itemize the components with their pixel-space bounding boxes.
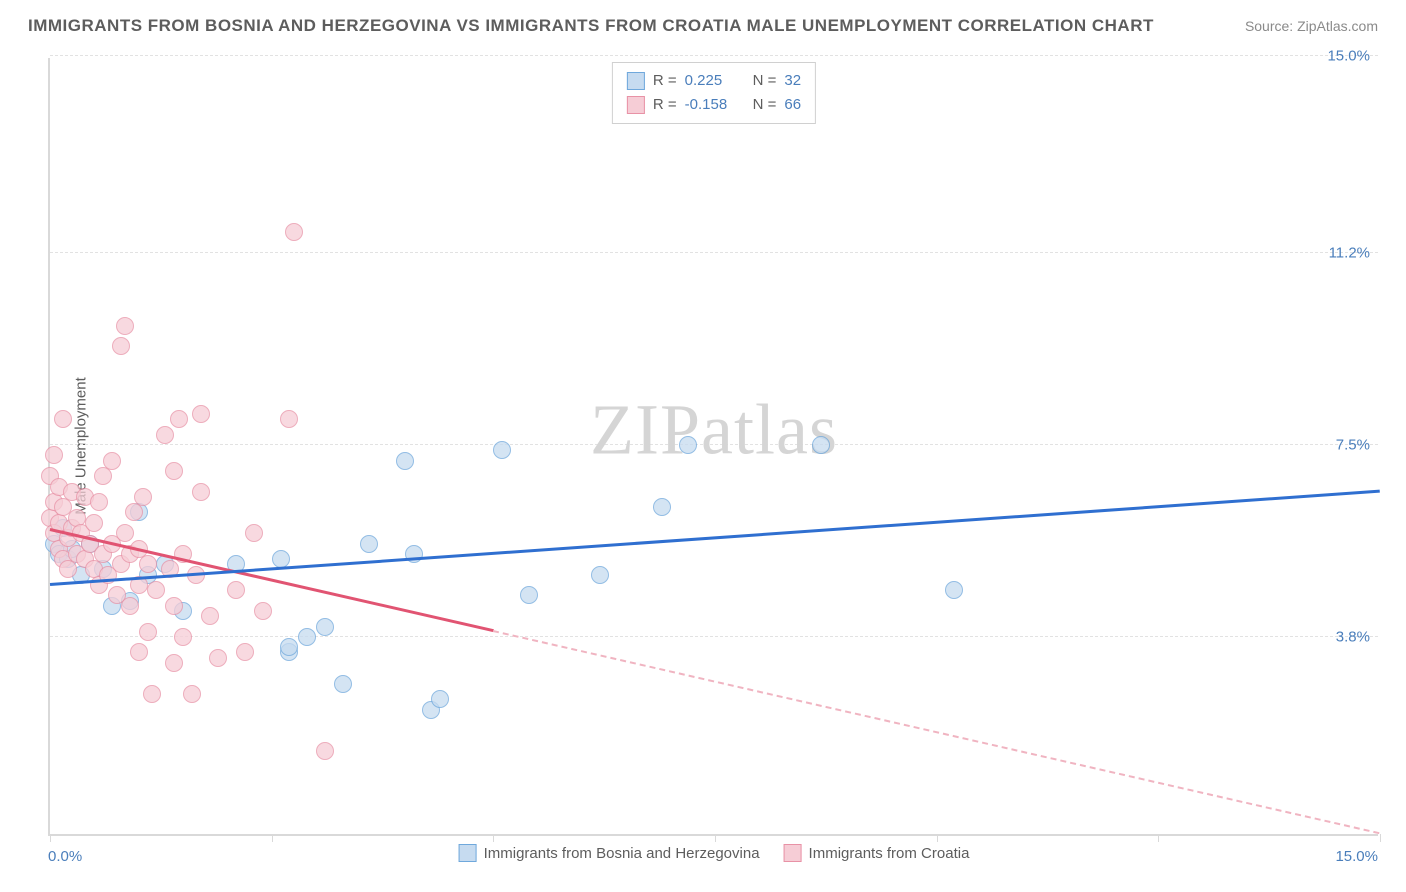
data-point-croatia [130, 643, 148, 661]
data-point-croatia [143, 685, 161, 703]
data-point-bosnia [653, 498, 671, 516]
data-point-bosnia [493, 441, 511, 459]
data-point-bosnia [280, 638, 298, 656]
data-point-bosnia [591, 566, 609, 584]
data-point-croatia [156, 426, 174, 444]
data-point-croatia [147, 581, 165, 599]
data-point-croatia [254, 602, 272, 620]
r-value: -0.158 [685, 93, 745, 117]
legend-swatch [627, 96, 645, 114]
data-point-croatia [59, 560, 77, 578]
data-point-bosnia [679, 436, 697, 454]
data-point-bosnia [812, 436, 830, 454]
data-point-bosnia [298, 628, 316, 646]
x-label-min: 0.0% [48, 848, 82, 865]
data-point-croatia [165, 654, 183, 672]
data-point-bosnia [316, 618, 334, 636]
data-point-bosnia [945, 581, 963, 599]
n-label: N = [753, 93, 777, 117]
source-label: Source: ZipAtlas.com [1245, 18, 1378, 34]
data-point-croatia [112, 337, 130, 355]
r-value: 0.225 [685, 69, 745, 93]
n-value: 66 [784, 93, 801, 117]
x-tick [272, 834, 273, 842]
data-point-bosnia [520, 586, 538, 604]
watermark-zip: ZIP [590, 390, 701, 470]
data-point-croatia [121, 597, 139, 615]
r-label: R = [653, 93, 677, 117]
y-tick-label: 11.2% [1329, 245, 1370, 262]
data-point-croatia [45, 446, 63, 464]
data-point-bosnia [334, 675, 352, 693]
data-point-croatia [116, 524, 134, 542]
data-point-croatia [201, 607, 219, 625]
data-point-bosnia [431, 690, 449, 708]
legend-row-bosnia: R = 0.225 N = 32 [627, 69, 801, 93]
data-point-croatia [125, 503, 143, 521]
gridline [50, 636, 1378, 637]
data-point-croatia [139, 555, 157, 573]
data-point-croatia [165, 462, 183, 480]
n-label: N = [753, 69, 777, 93]
data-point-bosnia [360, 535, 378, 553]
n-value: 32 [784, 69, 801, 93]
x-tick [1380, 834, 1381, 842]
y-tick-label: 7.5% [1336, 437, 1370, 454]
data-point-bosnia [396, 452, 414, 470]
trend-line [493, 630, 1380, 834]
data-point-croatia [139, 623, 157, 641]
chart-title: IMMIGRANTS FROM BOSNIA AND HERZEGOVINA V… [28, 16, 1154, 36]
x-label-max: 15.0% [1335, 848, 1378, 865]
data-point-croatia [285, 223, 303, 241]
data-point-croatia [94, 467, 112, 485]
data-point-croatia [165, 597, 183, 615]
gridline [50, 444, 1378, 445]
data-point-croatia [103, 452, 121, 470]
x-tick [50, 834, 51, 842]
x-axis-labels: 0.0% 15.0% [48, 848, 1378, 872]
x-tick [937, 834, 938, 842]
x-tick [715, 834, 716, 842]
r-label: R = [653, 69, 677, 93]
legend-row-croatia: R = -0.158 N = 66 [627, 93, 801, 117]
watermark: ZIPatlas [590, 389, 838, 472]
data-point-croatia [174, 628, 192, 646]
x-tick [1158, 834, 1159, 842]
plot-area: ZIPatlas R =0.225N =32R =-0.158N =66 Imm… [48, 58, 1378, 836]
data-point-croatia [280, 410, 298, 428]
gridline [50, 55, 1378, 56]
data-point-croatia [227, 581, 245, 599]
correlation-legend: R = 0.225 N = 32 R = -0.158 N = 66 [612, 62, 816, 124]
data-point-croatia [316, 742, 334, 760]
legend-swatch [627, 72, 645, 90]
y-tick-label: 3.8% [1336, 628, 1370, 645]
data-point-croatia [85, 514, 103, 532]
data-point-croatia [192, 483, 210, 501]
data-point-croatia [54, 410, 72, 428]
data-point-croatia [90, 493, 108, 511]
watermark-atlas: atlas [701, 390, 838, 470]
data-point-croatia [170, 410, 188, 428]
y-tick-label: 15.0% [1327, 48, 1370, 65]
data-point-croatia [209, 649, 227, 667]
gridline [50, 252, 1378, 253]
data-point-croatia [183, 685, 201, 703]
x-tick [493, 834, 494, 842]
data-point-croatia [116, 317, 134, 335]
data-point-croatia [192, 405, 210, 423]
data-point-croatia [245, 524, 263, 542]
data-point-croatia [236, 643, 254, 661]
data-point-croatia [134, 488, 152, 506]
